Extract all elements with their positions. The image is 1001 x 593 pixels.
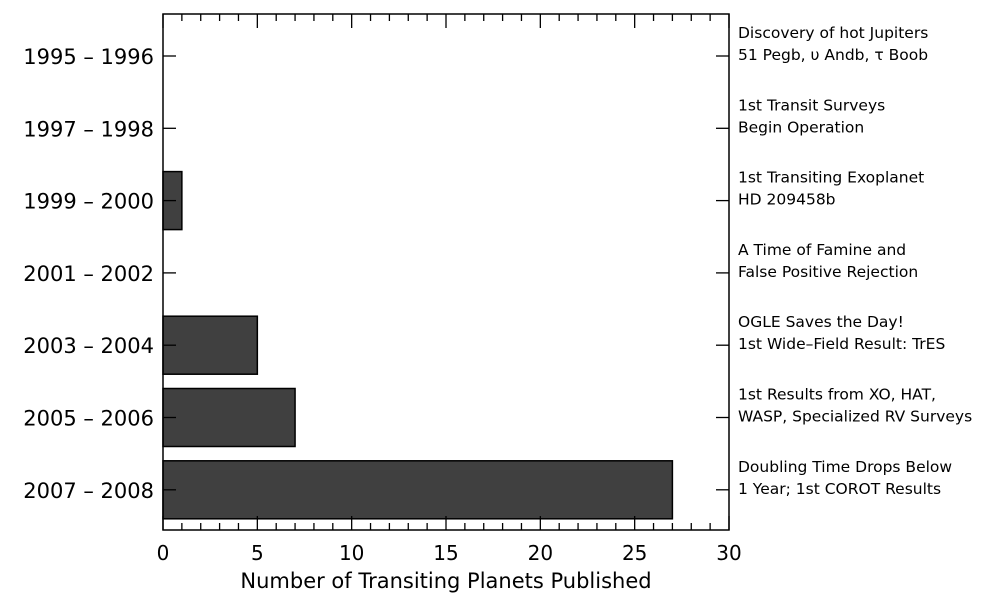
annotation-line: 1st Transit Surveys	[738, 96, 885, 114]
category-label: 2007 – 2008	[23, 479, 154, 503]
category-label: 2001 – 2002	[23, 262, 154, 286]
category-labels: 1995 – 1996 1997 – 1998 1999 – 2000 2001 – …	[23, 45, 154, 503]
annotation: 1st Results from XO, HAT, WASP, Specializ…	[738, 386, 972, 426]
category-label: 1997 – 1998	[23, 117, 154, 141]
annotation-line: 51 Pegb, υ Andb, τ Boob	[738, 46, 928, 64]
category-label: 1995 – 1996	[23, 45, 154, 69]
annotation-line: Begin Operation	[738, 118, 864, 136]
bar	[162, 460, 674, 520]
bar	[162, 387, 296, 448]
x-tick-labels: 0 5 10 15 20 25 30	[157, 541, 742, 565]
x-tick-label: 5	[251, 541, 264, 565]
bar	[162, 315, 259, 375]
annotations: Discovery of hot Jupiters 51 Pegb, υ Andb…	[738, 24, 972, 498]
plot-border	[162, 13, 730, 531]
annotation-line: 1st Results from XO, HAT,	[738, 386, 936, 404]
x-tick-label: 20	[528, 541, 553, 565]
annotation-line: 1st Transiting Exoplanet	[738, 169, 924, 187]
plot-frame	[162, 13, 730, 531]
annotation: 1st Transiting Exoplanet HD 209458b	[738, 169, 924, 209]
category-label: 1999 – 2000	[23, 190, 154, 214]
annotation: 1st Transit Surveys Begin Operation	[738, 96, 885, 136]
annotation: A Time of Famine and False Positive Rejec…	[738, 241, 918, 281]
x-tick-label: 15	[433, 541, 458, 565]
annotation-line: False Positive Rejection	[738, 263, 918, 281]
annotation-line: 1st Wide–Field Result: TrES	[738, 335, 945, 353]
category-label: 2005 – 2006	[23, 407, 154, 431]
annotation-line: Discovery of hot Jupiters	[738, 24, 928, 42]
annotation-line: A Time of Famine and	[738, 241, 906, 259]
x-tick-label: 10	[339, 541, 364, 565]
annotation: Discovery of hot Jupiters 51 Pegb, υ Andb…	[738, 24, 928, 64]
x-tick-label: 25	[622, 541, 647, 565]
x-axis-title: Number of Transiting Planets Published	[240, 569, 651, 593]
category-label: 2003 – 2004	[23, 334, 154, 358]
annotation: OGLE Saves the Day! 1st Wide–Field Result…	[738, 313, 945, 353]
annotation-line: HD 209458b	[738, 191, 836, 209]
annotation-line: OGLE Saves the Day!	[738, 313, 904, 331]
x-tick-label: 30	[716, 541, 741, 565]
annotation-line: 1 Year; 1st COROT Results	[738, 480, 941, 498]
annotation-line: Doubling Time Drops Below	[738, 458, 952, 476]
annotation-line: WASP, Specialized RV Surveys	[738, 408, 972, 426]
bars-layer	[162, 170, 674, 520]
annotation: Doubling Time Drops Below 1 Year; 1st COR…	[738, 458, 952, 498]
x-tick-label: 0	[157, 541, 170, 565]
axis-ticks	[162, 14, 730, 530]
